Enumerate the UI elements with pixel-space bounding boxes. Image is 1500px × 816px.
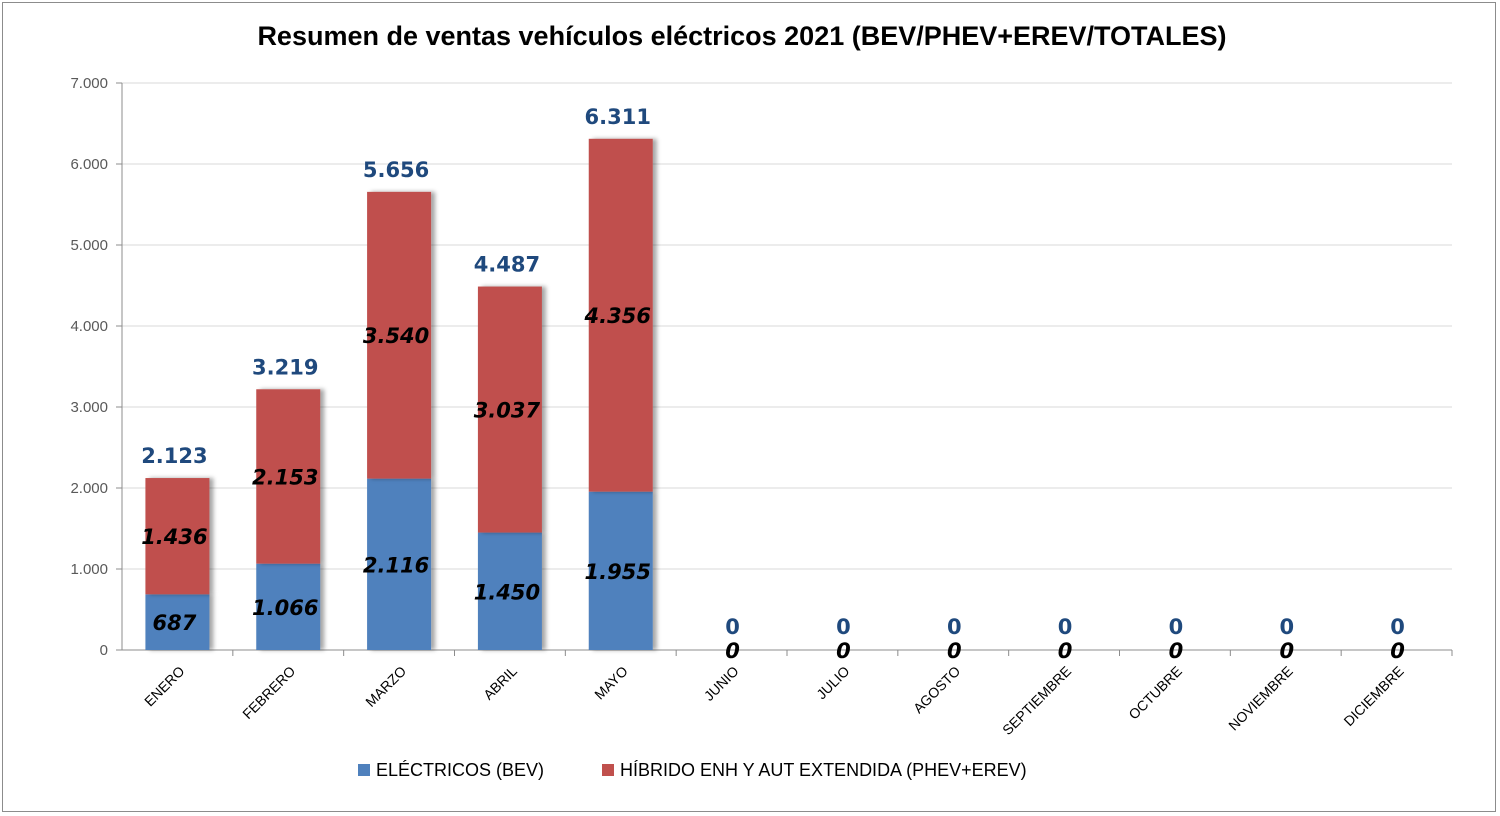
bars [145,138,653,650]
x-tick-label-mayo: MAYO [591,663,631,703]
x-tick-label-enero: ENERO [141,663,188,710]
x-tick-label-octubre: OCTUBRE [1125,663,1185,723]
label-total-mayo: 6.311 [585,105,651,129]
label-total-junio: 0 [725,615,740,639]
y-tick-label: 0 [100,642,108,659]
y-tick-label: 6.000 [70,156,108,173]
label-total-febrero: 3.219 [252,355,318,379]
label-bev-marzo: 2.116 [363,553,429,577]
legend-phev: HÍBRIDO ENH Y AUT EXTENDIDA (PHEV+EREV) [602,760,1027,780]
x-tick-label-noviembre: NOVIEMBRE [1225,663,1296,734]
bar-phev-abril [477,286,542,533]
bar-bev-enero [145,594,210,650]
legend-bev-swatch [358,764,370,776]
data-labels: 687 1.436 2.123 1.066 2.153 3.219 2.116 3.540 5.… [141,105,1405,663]
label-total-agosto: 0 [947,615,962,639]
label-bev-noviembre: 0 [1279,639,1294,663]
label-bev-febrero: 1.066 [252,596,318,620]
label-total-octubre: 0 [1169,615,1184,639]
legend-phev-swatch [602,764,614,776]
legend-bev-label: ELÉCTRICOS (BEV) [376,760,544,780]
label-phev-mayo: 4.356 [584,304,651,328]
grid-lines [122,82,1452,570]
bar-bev-abril [477,532,542,650]
x-tick-label-agosto: AGOSTO [910,663,964,717]
bar-phev-enero [145,478,210,595]
label-total-enero: 2.123 [141,444,207,468]
bar-bev-febrero [256,563,321,650]
y-tick-label: 4.000 [70,318,108,335]
label-total-abril: 4.487 [474,253,540,277]
label-total-julio: 0 [836,615,851,639]
bar-phev-mayo [588,138,653,492]
label-phev-febrero: 2.153 [252,465,318,489]
label-bev-julio: 0 [836,639,851,663]
x-tick-label-julio: JULIO [813,663,852,702]
y-tick-label: 5.000 [70,237,108,254]
label-bev-junio: 0 [725,639,740,663]
y-tick-label: 3.000 [70,399,108,416]
label-phev-enero: 1.436 [141,525,207,549]
label-phev-marzo: 3.540 [363,324,429,348]
bar-bev-mayo [588,491,653,650]
x-tick-label-septiembre: SEPTIEMBRE [999,663,1074,738]
label-bev-septiembre: 0 [1058,639,1073,663]
label-bev-diciembre: 0 [1390,639,1405,663]
x-tick-label-marzo: MARZO [362,663,409,710]
label-bev-octubre: 0 [1169,639,1184,663]
bar-bev-marzo [367,478,432,650]
y-tick-label: 1.000 [70,561,108,578]
legend: ELÉCTRICOS (BEV) HÍBRIDO ENH Y AUT EXTEND… [358,760,1027,780]
chart-title: Resumen de ventas vehículos eléctricos 2… [257,21,1226,51]
label-bev-mayo: 1.955 [585,560,651,584]
y-tick-label: 2.000 [70,480,108,497]
label-total-diciembre: 0 [1390,615,1405,639]
bar-phev-febrero [256,389,321,564]
x-tick-label-febrero: FEBRERO [239,663,298,722]
label-total-septiembre: 0 [1058,615,1073,639]
label-bev-abril: 1.450 [474,580,540,604]
label-total-noviembre: 0 [1279,615,1294,639]
x-tick-label-abril: ABRIL [480,663,520,703]
bar-phev-marzo [367,191,432,479]
legend-bev: ELÉCTRICOS (BEV) [358,760,544,780]
label-phev-abril: 3.037 [474,399,541,423]
legend-phev-label: HÍBRIDO ENH Y AUT EXTENDIDA (PHEV+EREV) [620,760,1027,780]
x-tick-label-diciembre: DICIEMBRE [1340,663,1406,729]
x-tick-label-junio: JUNIO [701,663,742,704]
label-total-marzo: 5.656 [363,158,429,182]
y-tick-label: 7.000 [70,75,108,92]
label-bev-agosto: 0 [947,639,962,663]
label-bev-enero: 687 [152,611,196,635]
